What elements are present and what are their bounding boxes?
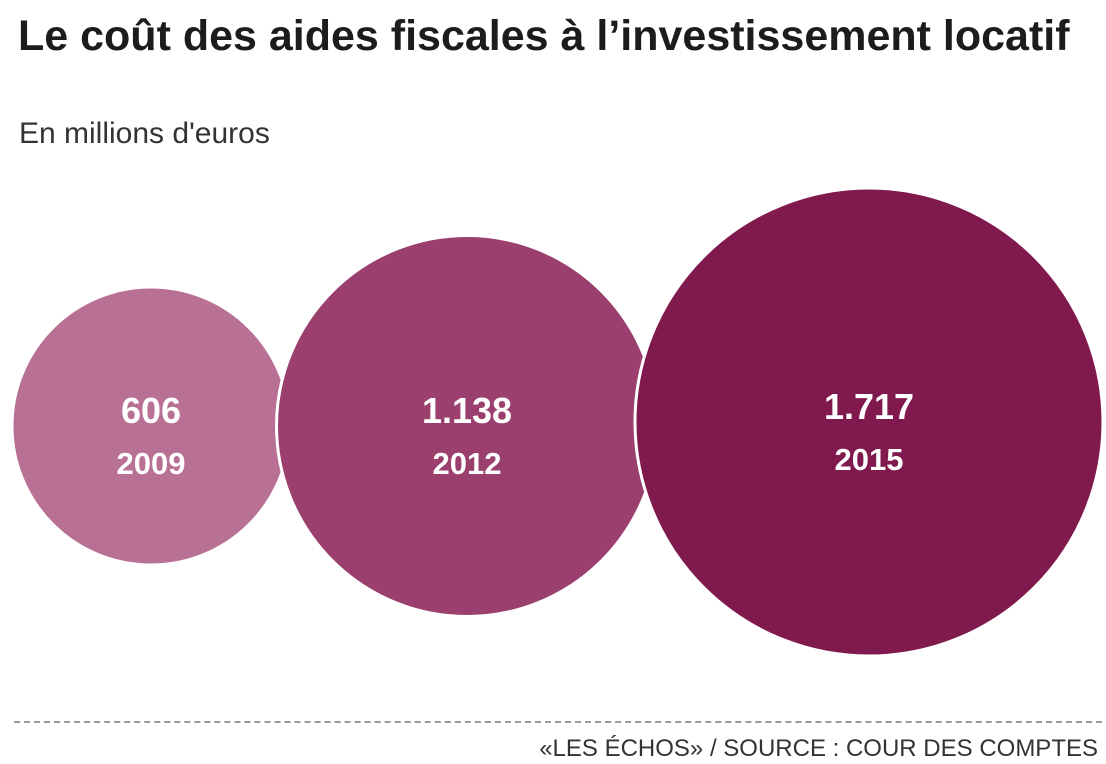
bubble-2012: 1.138 2012 (274, 233, 660, 619)
footer-divider (14, 721, 1102, 723)
bubble-value-label: 1.717 (824, 386, 914, 427)
bubble-value-label: 1.138 (422, 390, 512, 431)
source-credit: «LES ÉCHOS» / SOURCE : COUR DES COMPTES (539, 735, 1098, 762)
chart-title: Le coût des aides fiscales à l’investiss… (18, 12, 1070, 60)
bubble-value-label: 606 (121, 390, 181, 431)
bubble-year-label: 2009 (117, 446, 186, 481)
bubble-2009: 606 2009 (10, 285, 292, 567)
bubble-circle-2015 (633, 186, 1105, 658)
bubble-year-label: 2012 (433, 446, 502, 481)
bubble-year-label: 2015 (835, 442, 904, 477)
chart-subtitle: En millions d'euros (19, 117, 270, 150)
bubble-2015: 1.717 2015 (633, 186, 1105, 658)
